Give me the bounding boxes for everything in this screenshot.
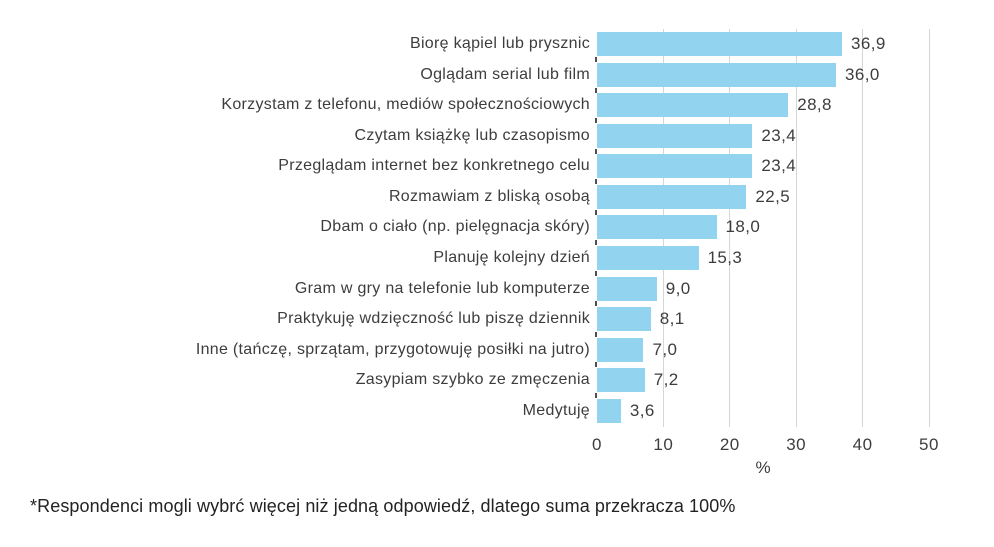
value-label: 28,8 (797, 95, 832, 115)
category-axis-tick (595, 57, 597, 63)
bar (597, 307, 651, 332)
category-axis-tick (595, 240, 597, 246)
bar (597, 62, 837, 87)
category-label: Oglądam serial lub film (420, 65, 590, 83)
chart-row: Dbam o ciało (np. pielęgnacja skóry) 18,0 (0, 212, 994, 243)
chart-row: Oglądam serial lub film 36,0 (0, 60, 994, 91)
category-axis-tick (595, 362, 597, 368)
category-axis-tick (595, 87, 597, 93)
value-label: 23,4 (761, 125, 797, 145)
gridline-20 (729, 29, 731, 427)
value-label: 22,5 (755, 186, 791, 206)
value-label: 3,6 (629, 400, 655, 420)
value-label: 7,2 (653, 370, 679, 390)
category-label: Praktykuję wdzięczność lub piszę dzienni… (277, 310, 590, 328)
chart-row: Czytam książkę lub czasopismo 23,4 (0, 121, 994, 152)
x-tick-label-10: 10 (653, 435, 674, 454)
bar (597, 184, 747, 209)
category-label: Korzystam z telefonu, mediów społecznośc… (221, 96, 590, 114)
category-label: Medytuję (522, 401, 590, 419)
bar (597, 368, 645, 393)
x-axis-title: % (755, 458, 771, 477)
value-label: 18,0 (725, 217, 761, 237)
chart-row: Biorę kąpiel lub prysznic 36,9 (0, 29, 994, 60)
chart-row: Zasypiam szybko ze zmęczenia 7,2 (0, 365, 994, 396)
x-tick-label-30: 30 (786, 435, 807, 454)
category-label: Biorę kąpiel lub prysznic (409, 35, 590, 53)
category-label: Czytam książkę lub czasopismo (354, 126, 590, 144)
category-axis-tick (595, 331, 597, 337)
chart-row: Gram w gry na telefonie lub komputerze 9,… (0, 273, 994, 304)
bar (597, 276, 657, 301)
category-axis-tick (595, 179, 597, 185)
bar (597, 215, 717, 240)
value-label: 8,1 (659, 309, 685, 329)
category-axis-tick (595, 270, 597, 276)
category-label: Rozmawiam z bliską osobą (388, 187, 590, 205)
chart-footnote: *Respondenci mogli wybrć więcej niż jedn… (30, 496, 736, 516)
category-label: Przeglądam internet bez konkretnego celu (278, 157, 590, 175)
gridline-30 (795, 29, 797, 427)
chart-row: Medytuję 3,6 (0, 395, 994, 426)
x-tick-label-50: 50 (919, 435, 939, 454)
chart-row: Praktykuję wdzięczność lub piszę dzienni… (0, 304, 994, 335)
value-label: 36,9 (851, 34, 886, 54)
gridline-50 (928, 29, 930, 427)
category-axis-tick (595, 148, 597, 154)
bar (597, 246, 699, 271)
value-label: 23,4 (761, 156, 797, 176)
chart-row: Inne (tańczę, sprzątam, przygotowuję pos… (0, 334, 994, 365)
chart-row: Korzystam z telefonu, mediów społecznośc… (0, 90, 994, 121)
x-tick-label-0: 0 (592, 435, 602, 454)
chart-row: Przeglądam internet bez konkretnego celu… (0, 151, 994, 182)
value-label: 36,0 (845, 64, 880, 84)
category-axis-tick (595, 209, 597, 215)
category-axis-tick (595, 392, 597, 398)
bar (597, 398, 621, 423)
category-label: Inne (tańczę, sprzątam, przygotowuję pos… (195, 340, 590, 358)
x-tick-label-20: 20 (719, 435, 740, 454)
value-label: 9,0 (665, 278, 691, 298)
category-label: Dbam o ciało (np. pielęgnacja skóry) (320, 218, 590, 236)
x-tick-label-40: 40 (852, 435, 873, 454)
category-axis-tick (595, 118, 597, 124)
category-label: Zasypiam szybko ze zmęczenia (355, 371, 590, 389)
category-label: Planuję kolejny dzień (433, 249, 590, 267)
chart-row: Planuję kolejny dzień 15,3 (0, 243, 994, 274)
bar (597, 154, 753, 179)
category-label: Gram w gry na telefonie lub komputerze (294, 279, 590, 297)
bar (597, 123, 753, 148)
value-label: 15,3 (707, 248, 743, 268)
category-axis-tick (595, 301, 597, 307)
value-label: 7,0 (652, 339, 678, 359)
chart-row: Rozmawiam z bliską osobą 22,5 (0, 182, 994, 213)
bar (597, 32, 843, 57)
bar (597, 93, 789, 118)
bar (597, 337, 644, 362)
gridline-40 (862, 29, 864, 427)
